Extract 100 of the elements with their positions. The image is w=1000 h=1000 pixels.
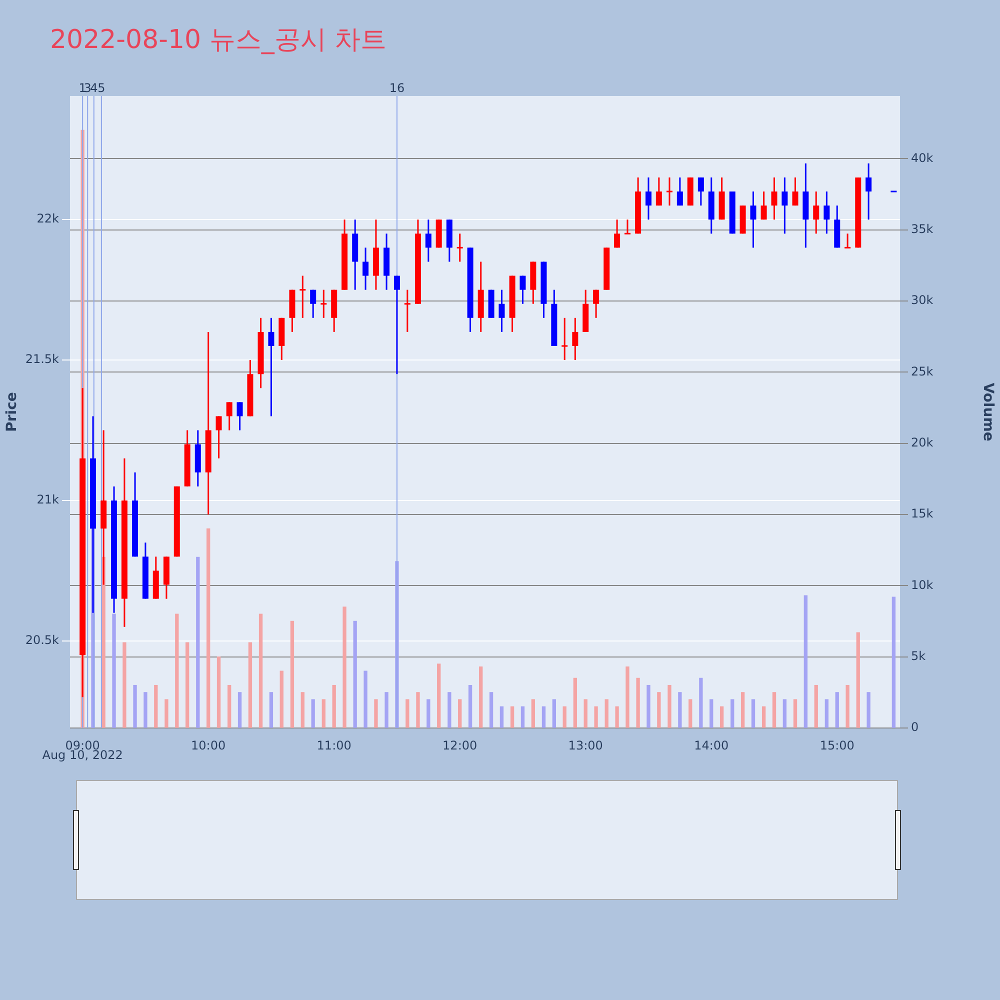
candlestick [771, 176, 778, 220]
bar [636, 678, 640, 728]
y2-axis-title: Volume [980, 382, 996, 442]
bar [510, 706, 514, 728]
y2-tick-label: 10k [911, 578, 934, 592]
text: 5 [98, 81, 106, 96]
chart-title: 2022-08-10 뉴스_공시 차트 [50, 24, 387, 57]
bar [269, 692, 274, 728]
bar [846, 684, 850, 728]
y2-tick-label: 20k [911, 435, 934, 450]
candlestick [676, 176, 683, 206]
y2-tick-label: 25k [911, 364, 934, 378]
x-tick-label: 13:00 [568, 738, 603, 752]
bar [258, 614, 263, 728]
candlestick [236, 401, 243, 432]
bar [892, 596, 896, 728]
bar [416, 692, 420, 728]
bar [720, 706, 724, 728]
candlestick [750, 190, 756, 248]
bar [133, 684, 137, 728]
y2-tick-label: 30k [911, 293, 934, 308]
bar [406, 699, 410, 728]
bar [196, 556, 200, 728]
candlestick [792, 176, 798, 206]
bar [448, 692, 452, 728]
bar [730, 699, 734, 728]
candlestick [572, 317, 578, 361]
candlestick [844, 232, 851, 248]
bar [866, 692, 870, 728]
y2-tick-label: 35k [911, 222, 934, 236]
bar [311, 699, 315, 728]
bar [615, 706, 619, 728]
x-tick-label: 14:00 [694, 738, 729, 752]
y-tick-label: 21.5k [25, 352, 60, 366]
bar [216, 656, 221, 728]
bar [584, 699, 588, 728]
bar [604, 699, 608, 728]
bar [824, 699, 829, 728]
candlestick [760, 190, 767, 220]
bar [657, 692, 661, 728]
bar [290, 620, 294, 728]
bar [740, 692, 745, 728]
bar [248, 642, 252, 728]
text: Aug 10, 2022 [42, 748, 123, 762]
candlestick [782, 176, 788, 234]
x-tick-label: 10:00 [191, 738, 226, 752]
candlestick [614, 218, 620, 248]
candlestick [498, 289, 505, 333]
bar [710, 699, 714, 728]
y2-tick-label: 0 [911, 720, 919, 734]
y2-tick-label: 15k [911, 506, 934, 521]
y-tick-label: 20.5k [25, 633, 60, 648]
candlestick [656, 176, 662, 206]
bar [531, 699, 535, 728]
y2-tick-label: 5k [911, 648, 926, 663]
bar [699, 678, 703, 728]
bar [626, 666, 630, 728]
bar [342, 606, 346, 728]
bar [793, 699, 798, 728]
bar [164, 699, 168, 728]
bar [500, 706, 504, 728]
candlestick [645, 176, 652, 220]
candlestick [666, 176, 672, 206]
bar [186, 642, 190, 728]
bar [772, 692, 776, 728]
bar [364, 670, 368, 728]
bar [206, 528, 210, 728]
bar [479, 666, 483, 728]
y-tick-label: 21k [36, 492, 60, 507]
bar [122, 642, 126, 728]
bar [835, 692, 839, 728]
candlestick [404, 289, 410, 333]
bar [520, 706, 525, 728]
bar [804, 595, 808, 728]
bar [426, 699, 430, 728]
candlestick [698, 176, 704, 206]
bar [688, 699, 692, 728]
bar [594, 706, 598, 728]
candlestick [624, 218, 630, 234]
bar [814, 684, 818, 728]
bar [646, 684, 650, 728]
candlestick [456, 232, 463, 262]
bar [552, 699, 556, 728]
text: 4 [90, 81, 98, 96]
bar [458, 699, 462, 728]
bar [751, 699, 756, 728]
bar [112, 614, 116, 728]
bar [562, 706, 566, 728]
x-tick-label: 11:00 [316, 738, 352, 752]
bar [374, 699, 378, 728]
y2-tick-label: 40k [911, 150, 934, 165]
bar [228, 684, 232, 728]
bar [489, 692, 494, 728]
y-axis-title: Price [4, 392, 20, 432]
bar [353, 620, 357, 728]
bar [280, 670, 284, 728]
candlestick [300, 275, 306, 319]
bar [468, 684, 472, 728]
candlestick [268, 317, 274, 417]
bar [542, 706, 546, 728]
